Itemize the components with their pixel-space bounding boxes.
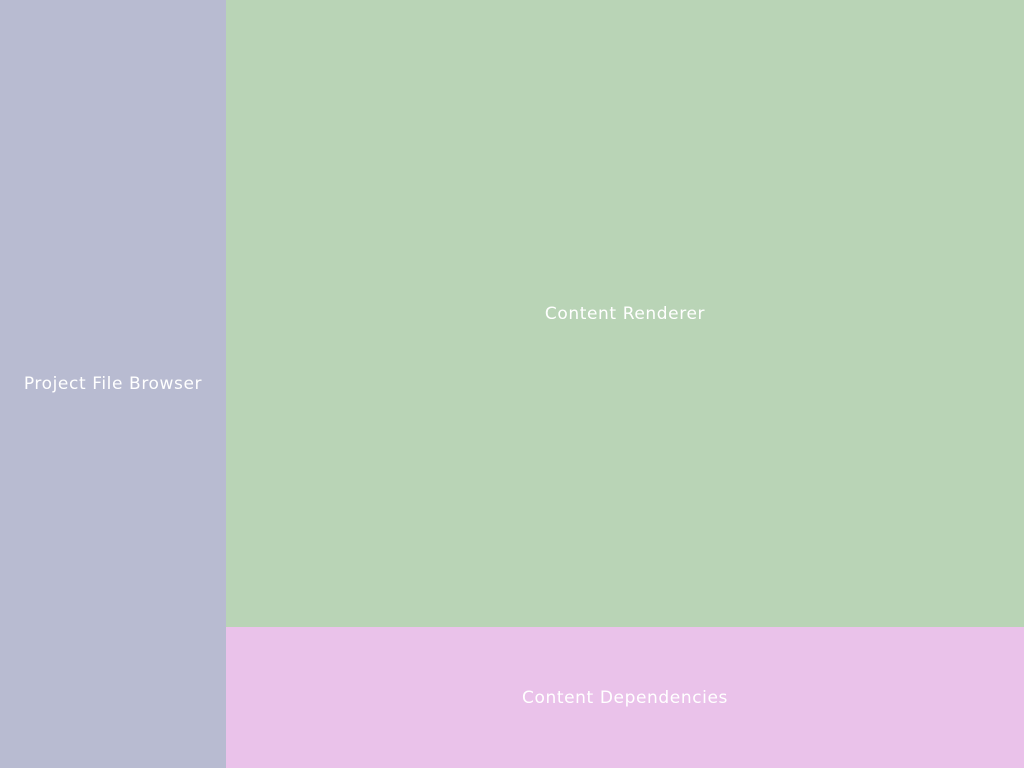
right-column: Content Renderer Content Dependencies	[226, 0, 1024, 768]
content-renderer-panel[interactable]: Content Renderer	[226, 0, 1024, 627]
content-renderer-label: Content Renderer	[544, 303, 706, 324]
content-dependencies-label: Content Dependencies	[522, 687, 728, 708]
project-file-browser-panel[interactable]: Project File Browser	[0, 0, 226, 768]
content-dependencies-panel[interactable]: Content Dependencies	[226, 627, 1024, 768]
project-file-browser-label: Project File Browser	[23, 374, 203, 394]
